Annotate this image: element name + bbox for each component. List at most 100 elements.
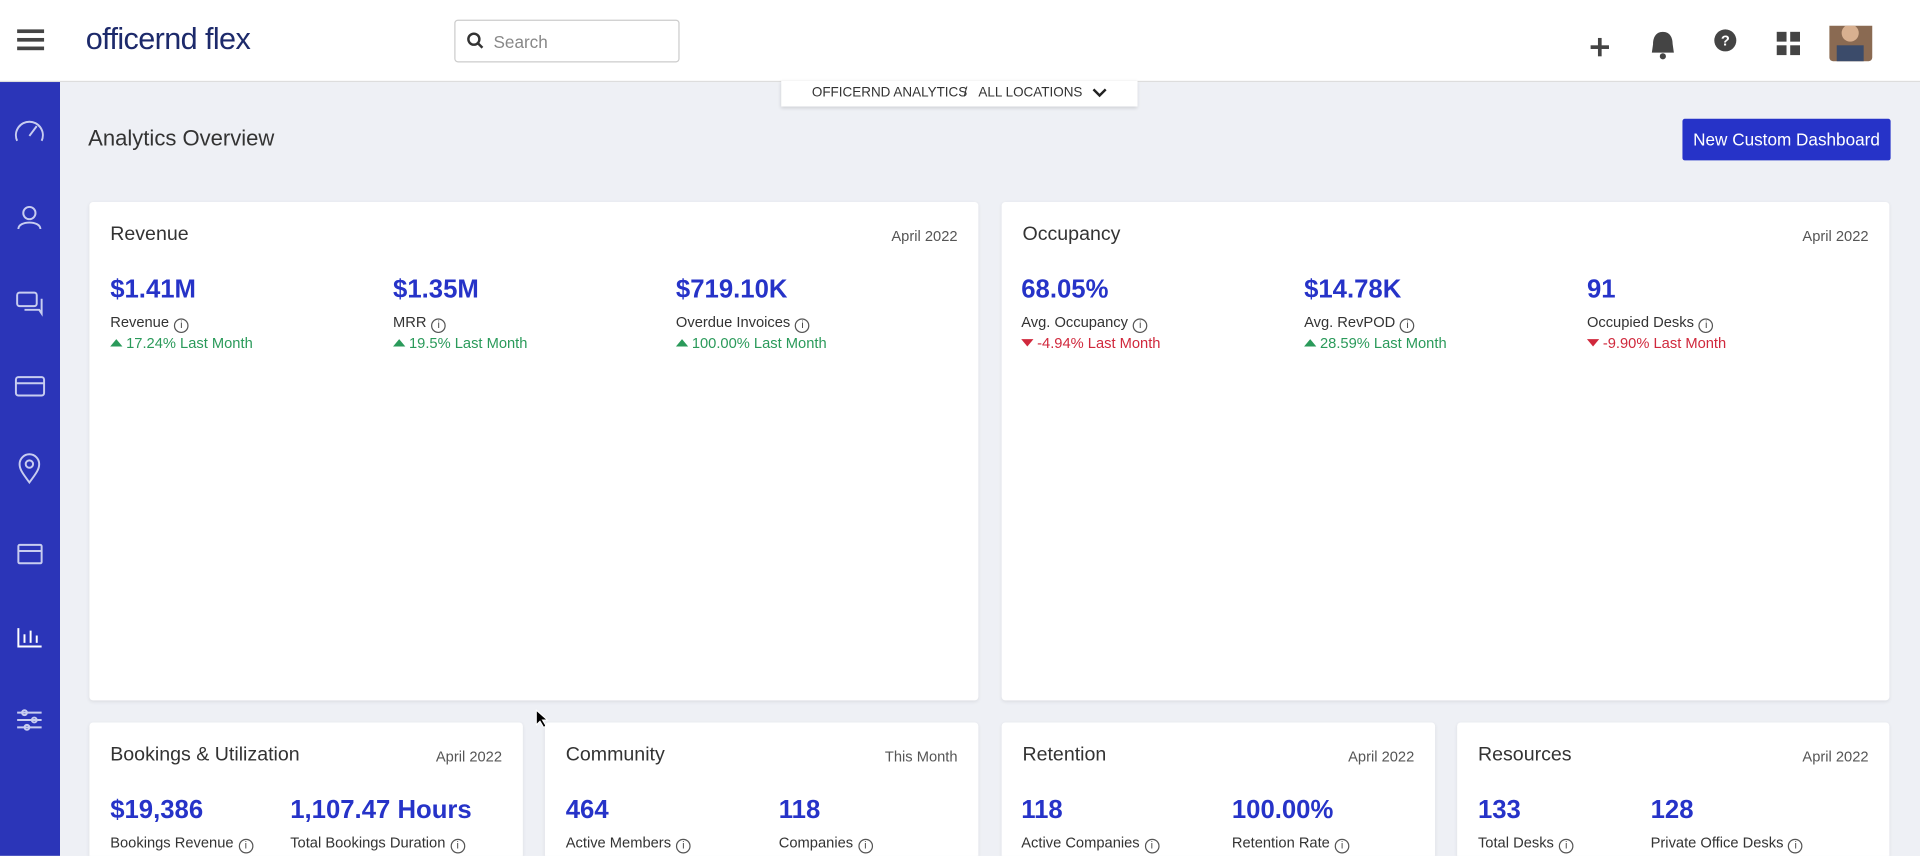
info-icon[interactable]: i <box>450 838 466 854</box>
kpi-value: $14.78K <box>1304 275 1402 304</box>
members-icon[interactable] <box>17 205 42 230</box>
kpi-label: Avg. RevPOD <box>1304 313 1396 331</box>
kpi-value: 1,107.47 Hours <box>290 795 472 825</box>
trend-arrow <box>393 339 406 347</box>
kpi-value: 68.05% <box>1021 275 1109 304</box>
kpi-value: 118 <box>778 795 821 825</box>
kpi-label: Total Desks <box>1477 833 1554 852</box>
card-period: April 2022 <box>1802 748 1869 766</box>
kpi-label-row: Active Members i <box>566 834 691 854</box>
card-period: April 2022 <box>1348 748 1415 766</box>
kpi-value: 118 <box>1021 795 1063 825</box>
trend-arrow <box>675 339 689 347</box>
settings-icon[interactable] <box>17 709 42 731</box>
kpi-label-row: Active Companies i <box>1021 833 1160 854</box>
info-icon[interactable]: i <box>431 318 447 334</box>
info-icon[interactable]: i <box>173 318 189 334</box>
sidebar-icons <box>14 120 46 731</box>
search-icon <box>467 32 484 49</box>
kpi-change-text: 17.24% Last Month <box>126 334 253 352</box>
kpi-change-text: -9.90% Last Month <box>1602 334 1727 352</box>
kpi-label-row: Companies i <box>779 834 873 854</box>
analytics-icon[interactable] <box>17 628 42 648</box>
card-title: Retention <box>1022 744 1107 766</box>
kpi-change: -4.94% Last Month <box>1021 334 1160 351</box>
kpi-value: $1.35M <box>393 275 479 304</box>
kpi-value: 91 <box>1586 275 1616 304</box>
billing-icon[interactable] <box>14 376 46 397</box>
menu-icon[interactable] <box>15 27 47 54</box>
logo[interactable]: officernd flex <box>85 22 251 57</box>
svg-text:?: ? <box>1721 33 1730 49</box>
info-icon[interactable]: i <box>1334 838 1350 854</box>
dashboard-icon[interactable] <box>14 120 44 142</box>
kpi-label-row: Overdue Invoices i <box>675 313 810 334</box>
bell-icon[interactable] <box>1651 31 1674 60</box>
kpi-label-row: Avg. Occupancy i <box>1021 313 1148 334</box>
kpi-value: 100.00% <box>1231 795 1334 825</box>
trend-arrow <box>1304 339 1317 347</box>
card-title: Bookings & Utilization <box>110 744 300 766</box>
card-period: This Month <box>884 748 958 766</box>
info-icon[interactable]: i <box>1698 318 1714 334</box>
card: Community This Month 464 Active Members i 118… <box>544 722 979 856</box>
page-title: Analytics Overview <box>88 126 275 151</box>
help-icon[interactable]: ? <box>1714 29 1737 52</box>
kpi-change: -9.90% Last Month <box>1586 334 1727 352</box>
kpi-label-row: Total Bookings Duration i <box>290 834 466 854</box>
kpi-label: Overdue Invoices <box>675 313 791 331</box>
info-icon[interactable]: i <box>1400 318 1415 334</box>
calendar-icon[interactable] <box>17 543 43 565</box>
info-icon[interactable]: i <box>1144 838 1160 854</box>
kpi-value: $1.41M <box>110 275 196 304</box>
kpi-label: Private Office Desks <box>1650 833 1784 852</box>
info-icon[interactable]: i <box>1788 838 1804 854</box>
card-title: Revenue <box>110 224 189 245</box>
kpi-value: 128 <box>1650 795 1694 825</box>
info-icon[interactable]: i <box>1132 318 1148 334</box>
kpi-value: 464 <box>565 795 609 825</box>
kpi-label-row: MRR i <box>393 313 447 334</box>
card-period: April 2022 <box>891 227 958 245</box>
kpi-label: Active Companies <box>1021 833 1140 852</box>
kpi-label: Revenue <box>110 313 170 331</box>
kpi-change: 17.24% Last Month <box>110 334 253 351</box>
apps-icon[interactable] <box>1776 31 1801 56</box>
kpi-change-text: 19.5% Last Month <box>408 334 528 352</box>
header-icons: ? <box>1590 25 1873 62</box>
search-box[interactable]: Search <box>454 19 680 63</box>
kpi-label: Occupied Desks <box>1586 313 1694 331</box>
chevron-icon <box>1092 88 1107 98</box>
card-period: April 2022 <box>1802 227 1869 245</box>
kpi-label: Retention Rate <box>1231 833 1330 852</box>
breadcrumb-location: ALL LOCATIONS <box>978 85 1083 101</box>
info-icon[interactable]: i <box>795 318 810 334</box>
card: Bookings & Utilization April 2022 $19,386 B… <box>89 722 523 856</box>
kpi-label-row: Bookings Revenue i <box>110 834 254 854</box>
trend-arrow <box>1586 339 1600 347</box>
kpi-change: 19.5% Last Month <box>393 334 527 351</box>
kpi-label: Active Members <box>565 833 672 852</box>
avatar[interactable] <box>1829 25 1873 62</box>
info-icon[interactable]: i <box>858 838 873 854</box>
kpi-label-row: Retention Rate i <box>1232 834 1350 854</box>
info-icon[interactable]: i <box>238 838 254 854</box>
kpi-value: $19,386 <box>110 795 204 825</box>
messages-icon[interactable] <box>16 291 43 317</box>
kpi-change: 100.00% Last Month <box>675 334 827 352</box>
kpi-change-text: 100.00% Last Month <box>691 334 827 352</box>
locations-icon[interactable] <box>18 453 41 485</box>
kpi-label-row: Avg. RevPOD i <box>1304 313 1415 334</box>
trend-arrow <box>110 339 123 347</box>
card-title: Community <box>565 744 665 766</box>
new-dashboard-button[interactable]: New Custom Dashboard <box>1682 118 1891 161</box>
breadcrumb-org: OFFICERND ANALYTICS <box>811 85 968 101</box>
info-icon[interactable]: i <box>1558 838 1574 854</box>
breadcrumb[interactable]: OFFICERND ANALYTICS / ALL LOCATIONS <box>781 80 1138 107</box>
kpi-change-text: -4.94% Last Month <box>1037 334 1161 352</box>
info-icon[interactable]: i <box>675 838 691 854</box>
add-icon[interactable] <box>1590 37 1609 57</box>
kpi-value: 133 <box>1477 795 1521 825</box>
